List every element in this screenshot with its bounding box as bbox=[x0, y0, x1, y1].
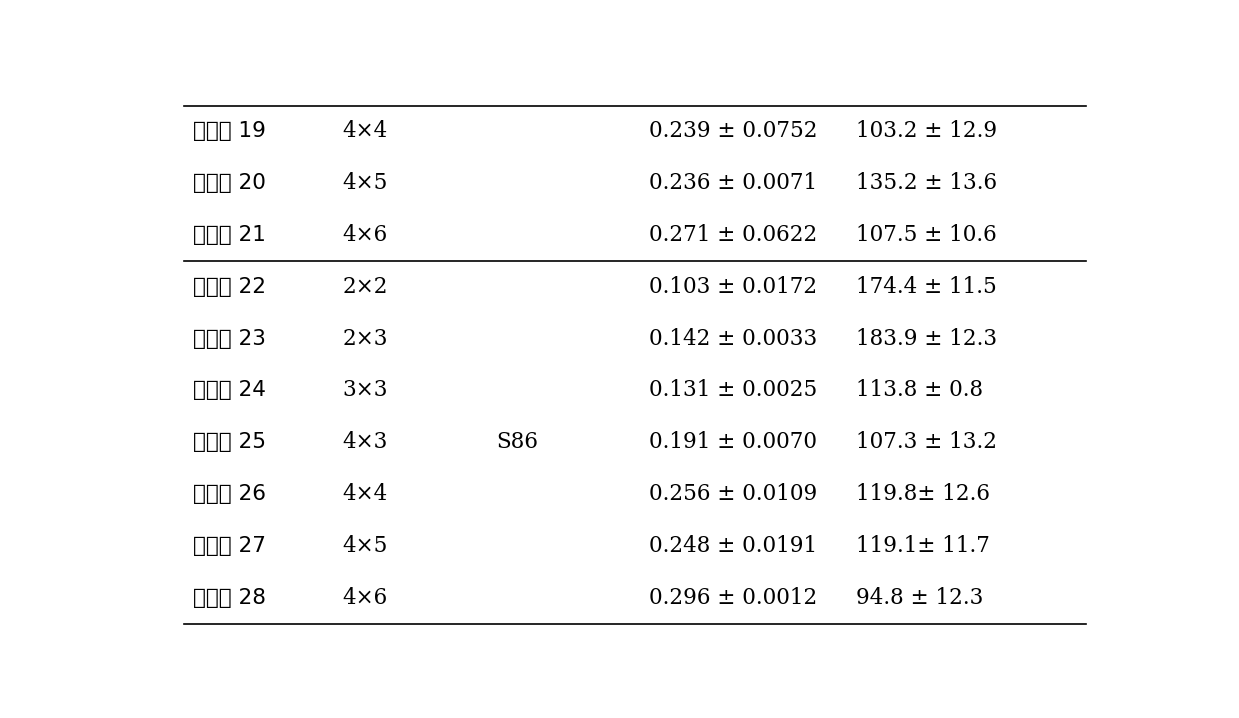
Text: 103.2 ± 12.9: 103.2 ± 12.9 bbox=[856, 121, 997, 142]
Text: 2×3: 2×3 bbox=[342, 327, 388, 350]
Text: 实验例 23: 实验例 23 bbox=[193, 329, 266, 349]
Text: 113.8 ± 0.8: 113.8 ± 0.8 bbox=[856, 379, 983, 401]
Text: 0.236 ± 0.0071: 0.236 ± 0.0071 bbox=[649, 172, 818, 194]
Text: 0.256 ± 0.0109: 0.256 ± 0.0109 bbox=[649, 483, 818, 505]
Text: 实验例 26: 实验例 26 bbox=[193, 484, 266, 504]
Text: 0.248 ± 0.0191: 0.248 ± 0.0191 bbox=[649, 535, 818, 557]
Text: 实验例 25: 实验例 25 bbox=[193, 432, 266, 452]
Text: 实验例 24: 实验例 24 bbox=[193, 381, 266, 401]
Text: 4×6: 4×6 bbox=[342, 587, 388, 609]
Text: 0.191 ± 0.0070: 0.191 ± 0.0070 bbox=[649, 432, 818, 453]
Text: 4×4: 4×4 bbox=[342, 121, 388, 142]
Text: S86: S86 bbox=[496, 432, 538, 453]
Text: 119.1± 11.7: 119.1± 11.7 bbox=[856, 535, 990, 557]
Text: 实验例 21: 实验例 21 bbox=[193, 225, 266, 245]
Text: 107.5 ± 10.6: 107.5 ± 10.6 bbox=[856, 224, 996, 246]
Text: 2×2: 2×2 bbox=[342, 276, 388, 298]
Text: 0.103 ± 0.0172: 0.103 ± 0.0172 bbox=[649, 276, 818, 298]
Text: 4×5: 4×5 bbox=[342, 172, 388, 194]
Text: 4×5: 4×5 bbox=[342, 535, 388, 557]
Text: 4×3: 4×3 bbox=[342, 432, 388, 453]
Text: 135.2 ± 13.6: 135.2 ± 13.6 bbox=[856, 172, 997, 194]
Text: 实验例 19: 实验例 19 bbox=[193, 121, 266, 141]
Text: 0.296 ± 0.0012: 0.296 ± 0.0012 bbox=[649, 587, 818, 609]
Text: 0.142 ± 0.0033: 0.142 ± 0.0033 bbox=[649, 327, 818, 350]
Text: 183.9 ± 12.3: 183.9 ± 12.3 bbox=[856, 327, 997, 350]
Text: 实验例 20: 实验例 20 bbox=[193, 173, 266, 193]
Text: 实验例 27: 实验例 27 bbox=[193, 536, 266, 556]
Text: 4×4: 4×4 bbox=[342, 483, 388, 505]
Text: 174.4 ± 11.5: 174.4 ± 11.5 bbox=[856, 276, 996, 298]
Text: 0.131 ± 0.0025: 0.131 ± 0.0025 bbox=[649, 379, 818, 401]
Text: 4×6: 4×6 bbox=[342, 224, 388, 246]
Text: 0.271 ± 0.0622: 0.271 ± 0.0622 bbox=[649, 224, 818, 246]
Text: 3×3: 3×3 bbox=[342, 379, 388, 401]
Text: 0.239 ± 0.0752: 0.239 ± 0.0752 bbox=[649, 121, 818, 142]
Text: 实验例 28: 实验例 28 bbox=[193, 587, 266, 607]
Text: 107.3 ± 13.2: 107.3 ± 13.2 bbox=[856, 432, 997, 453]
Text: 94.8 ± 12.3: 94.8 ± 12.3 bbox=[856, 587, 984, 609]
Text: 119.8± 12.6: 119.8± 12.6 bbox=[856, 483, 990, 505]
Text: 实验例 22: 实验例 22 bbox=[193, 277, 266, 297]
